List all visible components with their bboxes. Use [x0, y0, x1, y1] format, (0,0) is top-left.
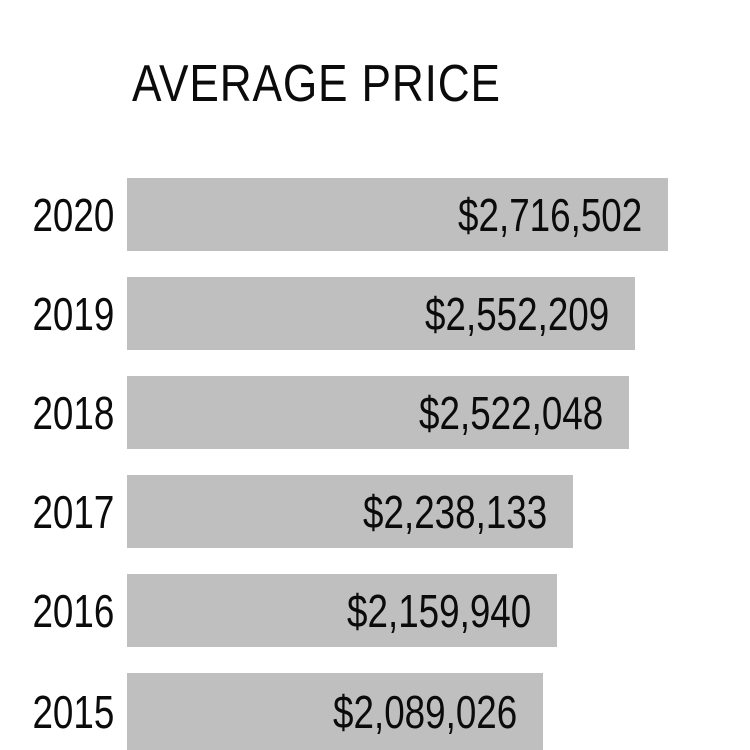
price-bar: $2,552,209	[127, 277, 635, 350]
year-label: 2019	[32, 287, 114, 340]
bar-row: 2020 $2,716,502	[0, 178, 750, 251]
year-label: 2018	[32, 386, 114, 439]
year-label: 2016	[32, 584, 114, 637]
year-label: 2020	[32, 188, 114, 241]
bar-row: 2018 $2,522,048	[0, 376, 750, 449]
price-label: $2,089,026	[332, 685, 517, 738]
bar-row: 2016 $2,159,940	[0, 574, 750, 647]
price-label: $2,238,133	[362, 485, 547, 538]
year-label: 2015	[32, 685, 114, 738]
price-bar: $2,238,133	[127, 475, 573, 548]
price-bar: $2,716,502	[127, 178, 668, 251]
price-label: $2,552,209	[424, 287, 609, 340]
price-bar: $2,522,048	[127, 376, 629, 449]
bar-row: 2017 $2,238,133	[0, 475, 750, 548]
bar-row: 2015 $2,089,026	[0, 673, 750, 750]
price-label: $2,716,502	[457, 188, 642, 241]
price-label: $2,159,940	[346, 584, 531, 637]
year-label: 2017	[32, 485, 114, 538]
bar-row: 2019 $2,552,209	[0, 277, 750, 350]
price-label: $2,522,048	[418, 386, 603, 439]
bar-rows: 2020 $2,716,502 2019 $2,552,209 2018 $2,522,0…	[0, 178, 750, 750]
price-bar: $2,159,940	[127, 574, 557, 647]
price-bar: $2,089,026	[127, 673, 543, 750]
chart-title: AVERAGE PRICE	[132, 55, 501, 113]
